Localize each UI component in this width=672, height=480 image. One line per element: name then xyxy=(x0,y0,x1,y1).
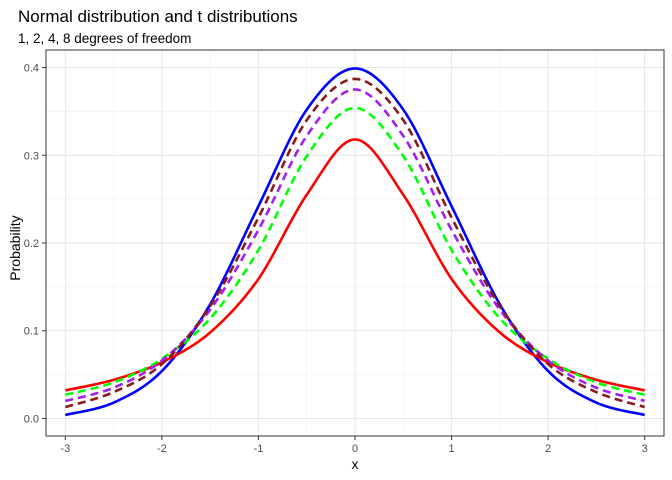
x-tick-label: 0 xyxy=(352,443,358,455)
y-tick-label: 0.4 xyxy=(24,63,39,75)
x-tick-label: 1 xyxy=(449,443,455,455)
y-tick-label: 0.0 xyxy=(24,413,39,425)
x-tick-label: 3 xyxy=(642,443,648,455)
series-line-5 xyxy=(64,77,646,409)
chart-title: Normal distribution and t distributions xyxy=(18,7,298,26)
series-layer xyxy=(64,67,646,417)
y-axis-title: Probability xyxy=(7,215,23,280)
x-axis-title: x xyxy=(352,456,359,472)
chart-subtitle: 1, 2, 4, 8 degrees of freedom xyxy=(18,31,191,46)
y-tick-label: 0.1 xyxy=(24,326,39,338)
series-line-4 xyxy=(64,88,646,403)
x-axis: -3 -2 -1 0 1 2 3 xyxy=(60,436,648,455)
x-tick-label: -3 xyxy=(60,443,70,455)
y-tick-label: 0.2 xyxy=(24,238,39,250)
series-line-1 xyxy=(64,67,646,417)
y-axis: 0.0 0.1 0.2 0.3 0.4 xyxy=(24,63,46,425)
y-tick-label: 0.3 xyxy=(24,150,39,162)
plot-panel xyxy=(45,49,665,437)
x-tick-label: -1 xyxy=(254,443,264,455)
x-tick-label: 2 xyxy=(545,443,551,455)
x-tick-label: -2 xyxy=(157,443,167,455)
